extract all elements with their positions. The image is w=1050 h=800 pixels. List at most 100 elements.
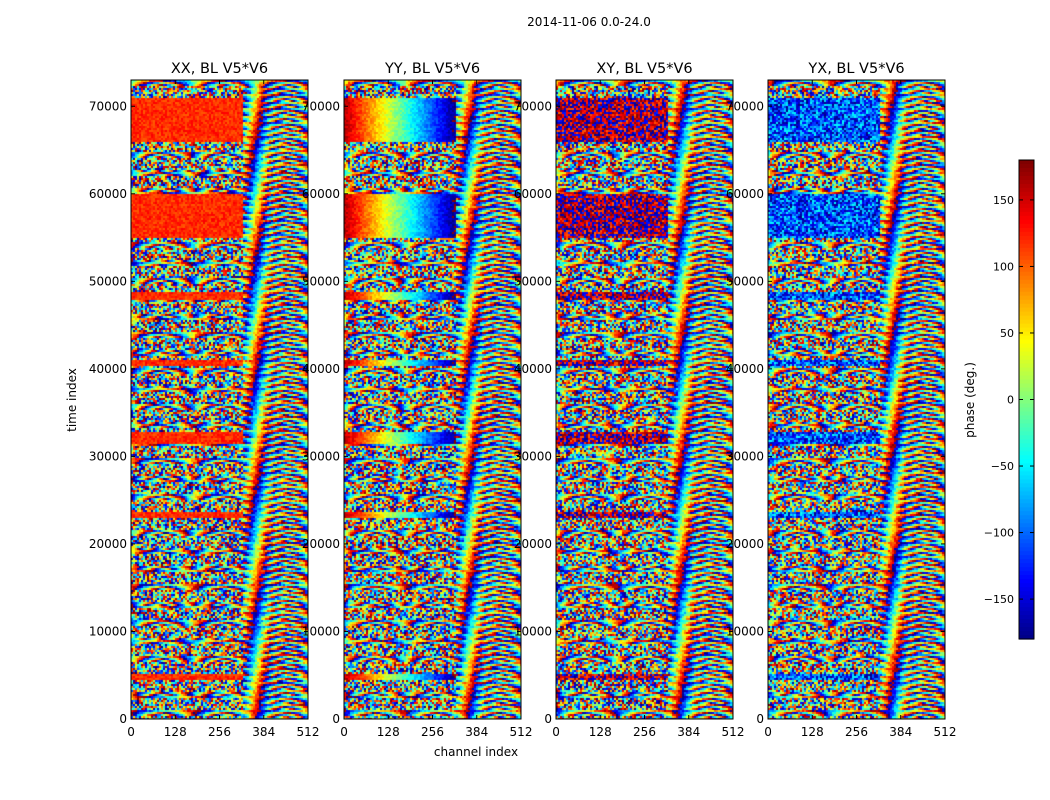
y-tick-label: 10000 — [726, 624, 764, 638]
y-tick-label: 0 — [544, 712, 552, 726]
panels: XX, BL V5*V6 0 128 256 384 512 0 10000 20000 3000… — [89, 61, 957, 739]
colorbar-swatch — [1019, 627, 1034, 632]
heatmap-yx — [768, 80, 945, 719]
colorbar-swatch — [1019, 187, 1034, 193]
y-tick-label: 40000 — [89, 362, 127, 376]
colorbar-swatch — [1019, 371, 1034, 377]
x-tick-label: 384 — [465, 725, 488, 739]
colorbar-swatch — [1019, 231, 1034, 237]
colorbar-swatch — [1019, 427, 1034, 433]
x-tick-label: 128 — [589, 725, 612, 739]
colorbar-swatch — [1019, 607, 1034, 612]
colorbar-swatch — [1019, 415, 1034, 421]
colorbar-swatch — [1019, 615, 1034, 620]
colorbar-swatch — [1019, 451, 1034, 456]
y-tick-label: 60000 — [89, 187, 127, 201]
colorbar-swatch — [1019, 367, 1034, 373]
y-tick-label: 40000 — [726, 362, 764, 376]
x-tick-label: 0 — [340, 725, 348, 739]
colorbar-tick-label: 100 — [993, 260, 1014, 273]
panel-xy: XY, BL V5*V6 0 128 256 384 512 0 10000 20000 3000… — [514, 61, 745, 739]
y-tick-label: 20000 — [514, 537, 552, 551]
panel-title: XY, BL V5*V6 — [596, 61, 692, 77]
colorbar-swatch — [1019, 211, 1034, 217]
colorbar-swatch — [1019, 419, 1034, 425]
y-tick-label: 60000 — [514, 187, 552, 201]
colorbar-swatch — [1019, 619, 1034, 624]
colorbar-swatch — [1019, 555, 1034, 560]
colorbar-swatch — [1019, 183, 1034, 189]
y-tick-label: 70000 — [726, 99, 764, 113]
colorbar-swatch — [1019, 339, 1034, 345]
colorbar-swatch — [1019, 487, 1034, 492]
x-tick-label: 384 — [252, 725, 275, 739]
colorbar-swatch — [1019, 199, 1034, 205]
y-tick-label: 60000 — [726, 187, 764, 201]
colorbar-swatch — [1019, 195, 1034, 201]
colorbar-swatch — [1019, 207, 1034, 213]
colorbar-swatch — [1019, 523, 1034, 528]
colorbar-swatch — [1019, 435, 1034, 441]
x-tick-label: 128 — [164, 725, 187, 739]
x-tick-label: 256 — [421, 725, 444, 739]
colorbar-swatch — [1019, 483, 1034, 488]
colorbar-swatch — [1019, 299, 1034, 305]
colorbar-swatch — [1019, 491, 1034, 496]
y-tick-label: 70000 — [514, 99, 552, 113]
x-tick-label: 512 — [722, 725, 745, 739]
panel-title: XX, BL V5*V6 — [171, 61, 268, 77]
colorbar-swatch — [1019, 595, 1034, 600]
x-tick-label: 256 — [633, 725, 656, 739]
colorbar-swatch — [1019, 479, 1034, 484]
colorbar-swatch — [1019, 439, 1034, 445]
y-tick-label: 10000 — [89, 624, 127, 638]
colorbar-swatch — [1019, 291, 1034, 297]
colorbar-tick-label: −100 — [984, 527, 1014, 540]
colorbar-swatch — [1019, 635, 1034, 640]
colorbar-swatch — [1019, 259, 1034, 265]
colorbar-swatch — [1019, 331, 1034, 337]
colorbar-swatch — [1019, 519, 1034, 524]
colorbar-swatch — [1019, 567, 1034, 572]
colorbar-swatch — [1019, 363, 1034, 369]
colorbar-swatch — [1019, 315, 1034, 321]
colorbar-swatch — [1019, 535, 1034, 540]
colorbar-swatch — [1019, 287, 1034, 293]
colorbar-swatch — [1019, 423, 1034, 429]
y-tick-label: 70000 — [89, 99, 127, 113]
colorbar-swatch — [1019, 587, 1034, 592]
colorbar-swatch — [1019, 175, 1034, 181]
colorbar-swatch — [1019, 167, 1034, 173]
x-tick-label: 128 — [801, 725, 824, 739]
heatmap-yy — [344, 80, 521, 719]
colorbar-swatch — [1019, 411, 1034, 417]
colorbar-swatch — [1019, 279, 1034, 285]
colorbar-swatch — [1019, 591, 1034, 596]
panel-yx: YX, BL V5*V6 0 128 256 384 512 0 10000 20000 3000… — [726, 61, 957, 739]
panel-xx: XX, BL V5*V6 0 128 256 384 512 0 10000 20000 3000… — [89, 61, 320, 739]
colorbar-swatch — [1019, 203, 1034, 209]
y-tick-label: 30000 — [726, 449, 764, 463]
colorbar-swatch — [1019, 359, 1034, 365]
colorbar-swatch — [1019, 275, 1034, 281]
colorbar-swatch — [1019, 335, 1034, 341]
x-tick-label: 512 — [510, 725, 533, 739]
colorbar-swatch — [1019, 475, 1034, 480]
x-tick-label: 256 — [208, 725, 231, 739]
colorbar-swatch — [1019, 311, 1034, 317]
y-tick-label: 70000 — [302, 99, 340, 113]
y-tick-label: 20000 — [89, 537, 127, 551]
colorbar-swatch — [1019, 495, 1034, 500]
y-tick-label: 50000 — [302, 274, 340, 288]
x-tick-label: 384 — [677, 725, 700, 739]
colorbar-swatch — [1019, 539, 1034, 544]
colorbar-swatch — [1019, 399, 1034, 405]
colorbar-swatch — [1019, 375, 1034, 381]
y-tick-label: 0 — [756, 712, 764, 726]
y-axis-label: time index — [65, 368, 79, 432]
colorbar-swatch — [1019, 379, 1034, 385]
x-tick-label: 128 — [377, 725, 400, 739]
colorbar-swatch — [1019, 471, 1034, 476]
colorbar-swatch — [1019, 407, 1034, 413]
